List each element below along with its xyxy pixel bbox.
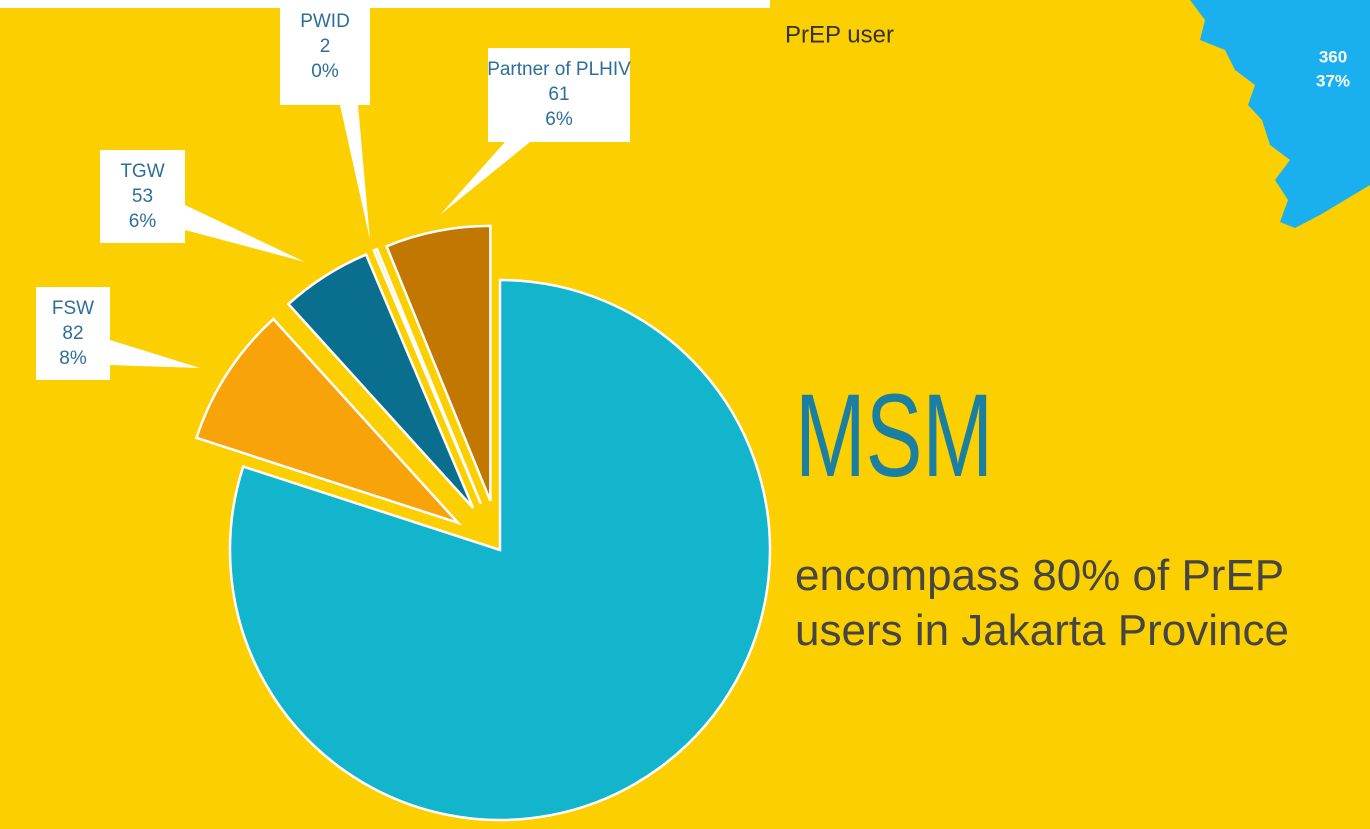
pie-slice [194, 317, 463, 526]
callout-name: Partner of PLHIV [487, 59, 631, 80]
callout-pointer [110, 340, 200, 368]
pie-slice [372, 247, 482, 505]
pie-slice [384, 224, 492, 502]
callout-percent: 0% [311, 61, 339, 82]
callout-name: PWID [300, 11, 350, 32]
pie-slice [286, 252, 475, 509]
subtitle: PrEP user [785, 21, 894, 48]
map-region [1190, 0, 1370, 228]
callout-box [280, 0, 370, 105]
callout-name: FSW [52, 298, 94, 319]
callout-count: 2 [320, 36, 331, 57]
headline: encompass 80% of PrEP users in Jakarta P… [795, 551, 1289, 655]
callout-percent: 6% [545, 109, 573, 130]
callout-pointer [340, 105, 370, 240]
msm-heading: MSM [795, 369, 993, 501]
map-percent: 37% [1316, 71, 1350, 90]
map-count: 360 [1319, 47, 1347, 66]
callout-count: 61 [548, 84, 569, 105]
callout-pointer [440, 142, 530, 215]
pie-slice [228, 278, 772, 822]
callout-box [488, 48, 630, 142]
callout-count: 82 [62, 323, 83, 344]
callout-count: 53 [132, 186, 153, 207]
header-strip [0, 0, 770, 8]
callout-pointer [185, 205, 305, 262]
callout-percent: 6% [129, 211, 157, 232]
callout-percent: 8% [59, 348, 87, 369]
callout-name: TGW [120, 161, 164, 182]
callout-box [36, 287, 110, 380]
callout-box [100, 150, 185, 243]
headline-box: encompass 80% of PrEP users in Jakarta P… [795, 551, 1289, 655]
